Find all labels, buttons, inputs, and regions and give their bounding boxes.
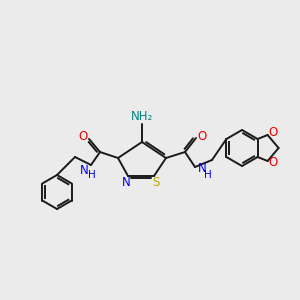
Text: O: O — [197, 130, 207, 142]
Text: N: N — [80, 164, 88, 176]
Text: O: O — [268, 127, 277, 140]
Text: O: O — [78, 130, 88, 143]
Text: NH₂: NH₂ — [131, 110, 153, 124]
Text: S: S — [152, 176, 160, 190]
Text: N: N — [122, 176, 130, 190]
Text: O: O — [268, 157, 277, 169]
Text: H: H — [88, 170, 96, 180]
Text: N: N — [198, 163, 206, 176]
Text: H: H — [204, 170, 212, 180]
